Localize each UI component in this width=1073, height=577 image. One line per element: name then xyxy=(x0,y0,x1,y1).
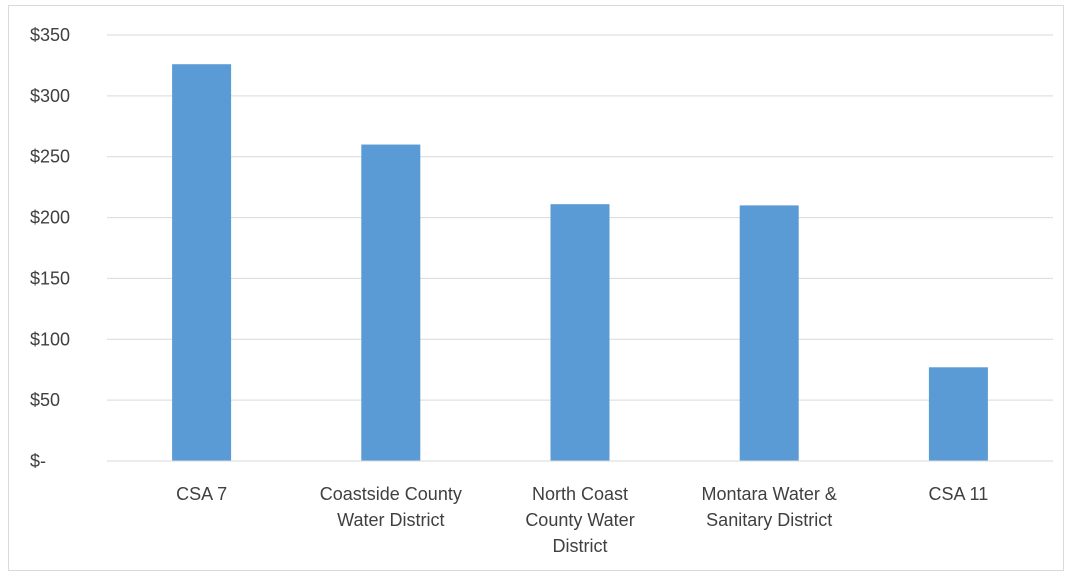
y-tick-label: $250 xyxy=(30,147,70,167)
y-tick-label: $150 xyxy=(30,268,70,288)
bar xyxy=(739,205,799,461)
x-category-label: North Coast County Water District xyxy=(525,484,634,556)
y-axis-tick-labels: $- $50 $100 $150 $200 $250 $300 $350 xyxy=(30,25,70,471)
bar xyxy=(928,367,988,461)
x-axis-category-labels: CSA 7 Coastside County Water District North… xyxy=(176,484,988,556)
y-tick-label: $100 xyxy=(30,329,70,349)
gridlines xyxy=(107,34,1053,401)
bar xyxy=(550,204,610,461)
bar xyxy=(361,144,421,462)
y-tick-label: $- xyxy=(30,451,46,471)
x-category-label: CSA 7 xyxy=(176,484,227,504)
x-category-label: Montara Water & Sanitary District xyxy=(702,484,837,530)
bars xyxy=(172,64,988,462)
y-tick-label: $200 xyxy=(30,208,70,228)
x-category-label: Coastside County Water District xyxy=(320,484,462,530)
y-tick-label: $350 xyxy=(30,25,70,45)
y-tick-label: $300 xyxy=(30,86,70,106)
y-tick-label: $50 xyxy=(30,390,60,410)
bar xyxy=(172,64,232,461)
x-category-label: CSA 11 xyxy=(929,484,989,504)
